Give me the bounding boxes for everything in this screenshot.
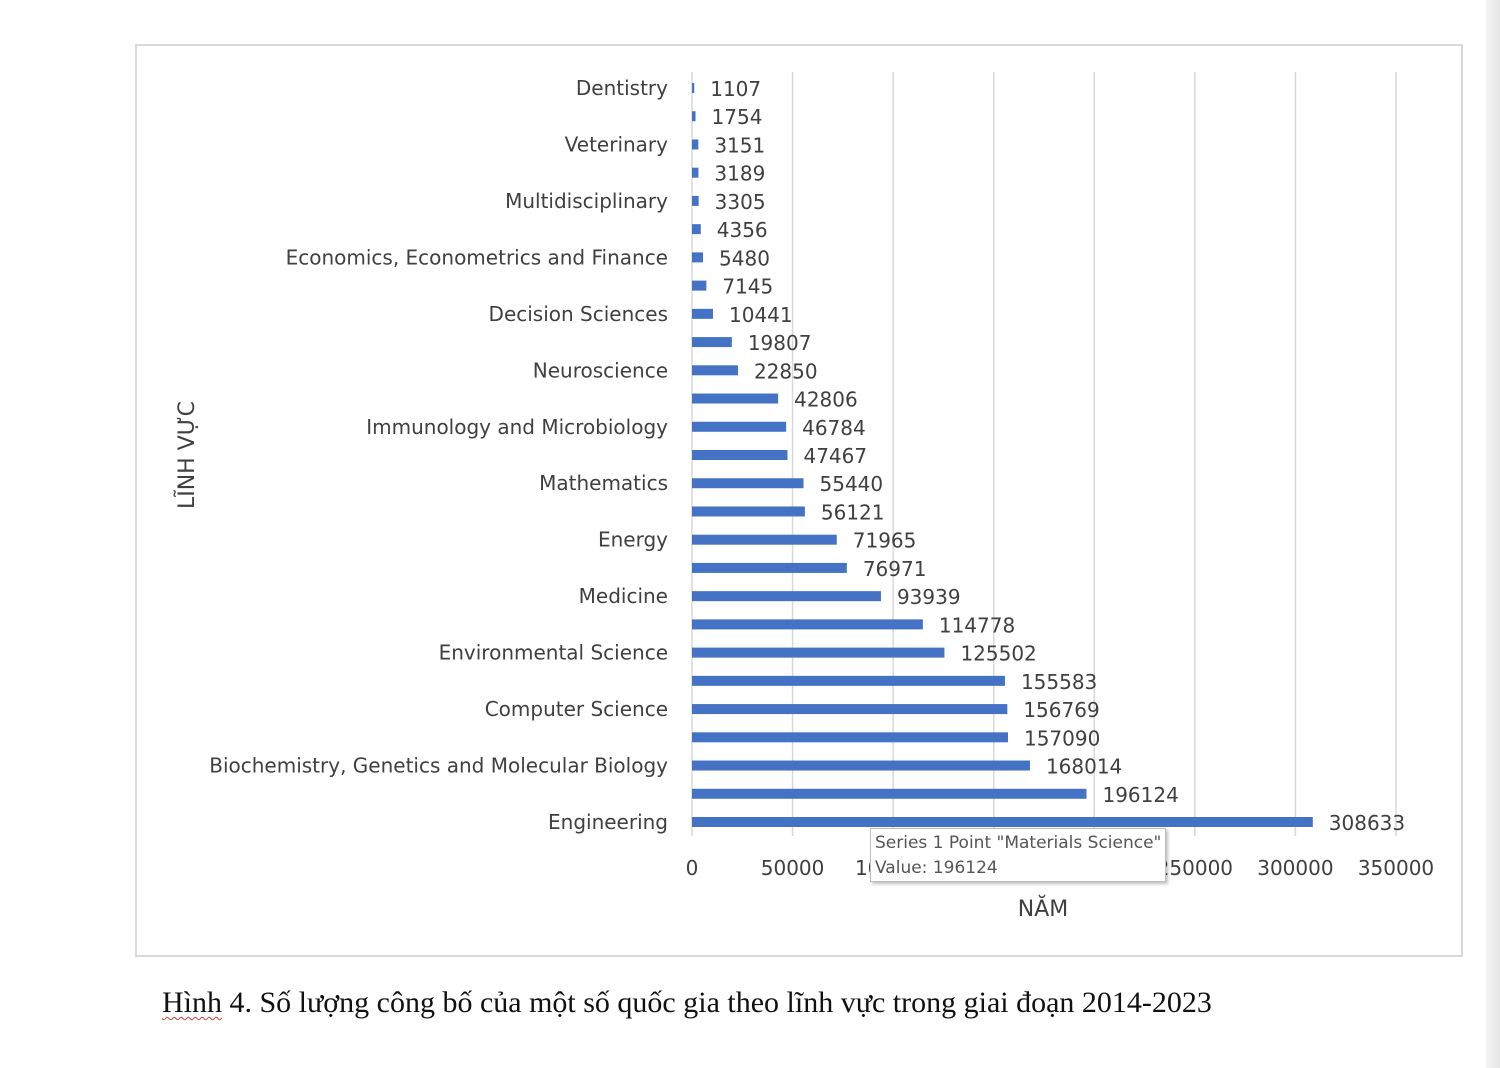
- bar[interactable]: [692, 591, 881, 602]
- x-tick-label: 0: [686, 856, 699, 880]
- data-label: 42806: [794, 388, 858, 412]
- data-label: 4356: [717, 218, 768, 242]
- data-label: 5480: [719, 246, 770, 270]
- bar[interactable]: [692, 704, 1008, 715]
- tooltip-value: Value: 196124: [875, 858, 998, 878]
- category-label: Mathematics: [539, 471, 668, 495]
- x-axis-title: NĂM: [1018, 895, 1069, 922]
- data-label: 47467: [803, 444, 867, 468]
- category-label: Decision Sciences: [489, 302, 668, 326]
- x-tick-label: 250000: [1157, 856, 1233, 880]
- category-label: Medicine: [579, 584, 668, 608]
- data-label: 19807: [748, 331, 812, 355]
- data-label: 7145: [722, 275, 773, 299]
- data-label: 22850: [754, 359, 818, 383]
- bar-chart[interactable]: 0500001000001500002000002500003000003500…: [137, 46, 1461, 955]
- category-label: Dentistry: [576, 76, 668, 100]
- category-label: Multidisciplinary: [505, 189, 668, 213]
- bar[interactable]: [692, 393, 779, 404]
- bar[interactable]: [692, 280, 707, 291]
- bar[interactable]: [692, 83, 695, 93]
- category-label: Veterinary: [565, 132, 669, 156]
- bar[interactable]: [692, 195, 699, 206]
- category-label: Neuroscience: [533, 358, 668, 382]
- bar[interactable]: [692, 421, 787, 432]
- bar[interactable]: [692, 817, 1313, 827]
- data-label: 46784: [802, 416, 866, 440]
- data-label: 155583: [1021, 670, 1097, 694]
- data-label: 76971: [863, 557, 927, 581]
- bar[interactable]: [692, 675, 1005, 686]
- bar[interactable]: [692, 619, 923, 630]
- bar[interactable]: [692, 562, 847, 573]
- data-label: 55440: [820, 472, 884, 496]
- bar[interactable]: [692, 732, 1008, 743]
- x-tick-label: 350000: [1358, 856, 1434, 880]
- category-label: Engineering: [548, 810, 668, 834]
- bar[interactable]: [692, 111, 696, 122]
- y-axis-title: LĨNH VỰC: [173, 401, 200, 509]
- data-label: 3151: [714, 133, 765, 157]
- category-label: Biochemistry, Genetics and Molecular Bio…: [209, 754, 668, 778]
- bar[interactable]: [692, 252, 704, 263]
- data-label: 1107: [710, 77, 761, 101]
- caption-prefix: Hình: [162, 986, 222, 1019]
- data-point-tooltip: Series 1 Point "Materials Science" Value…: [870, 828, 1166, 882]
- data-label: 308633: [1329, 811, 1405, 835]
- bar[interactable]: [692, 760, 1030, 771]
- bar[interactable]: [692, 365, 738, 376]
- category-label: Energy: [598, 528, 668, 552]
- data-label: 3305: [715, 190, 766, 214]
- bar[interactable]: [692, 788, 1087, 799]
- bar[interactable]: [692, 224, 701, 235]
- x-tick-label: 300000: [1257, 856, 1333, 880]
- bar[interactable]: [692, 534, 837, 545]
- category-label: Immunology and Microbiology: [366, 415, 668, 439]
- bar[interactable]: [692, 478, 804, 489]
- data-label: 56121: [821, 500, 885, 524]
- page-edge: [1486, 0, 1500, 1068]
- category-label: Environmental Science: [439, 641, 668, 665]
- data-label: 125502: [960, 642, 1036, 666]
- bar[interactable]: [692, 450, 788, 460]
- data-label: 114778: [939, 613, 1015, 637]
- caption-text: 4. Số lượng công bố của một số quốc gia …: [222, 986, 1212, 1019]
- data-label: 156769: [1023, 698, 1099, 722]
- category-label: Computer Science: [485, 697, 668, 721]
- x-tick-label: 50000: [761, 856, 825, 880]
- data-label: 168014: [1046, 755, 1122, 779]
- chart-area[interactable]: 0500001000001500002000002500003000003500…: [135, 44, 1463, 957]
- category-label: Economics, Econometrics and Finance: [286, 245, 668, 269]
- data-label: 71965: [853, 529, 917, 553]
- data-label: 157090: [1024, 726, 1100, 750]
- figure-caption: Hình 4. Số lượng công bố của một số quốc…: [162, 986, 1212, 1020]
- bar[interactable]: [692, 139, 699, 150]
- bar[interactable]: [692, 647, 945, 658]
- bar[interactable]: [692, 337, 732, 348]
- bar[interactable]: [692, 506, 805, 517]
- bar[interactable]: [692, 167, 699, 178]
- data-label: 3189: [714, 162, 765, 186]
- data-label: 196124: [1102, 783, 1178, 807]
- data-label: 93939: [897, 585, 961, 609]
- data-label: 10441: [729, 303, 793, 327]
- data-label: 1754: [712, 105, 763, 129]
- bar[interactable]: [692, 308, 714, 319]
- tooltip-series-point: Series 1 Point "Materials Science": [875, 833, 1162, 853]
